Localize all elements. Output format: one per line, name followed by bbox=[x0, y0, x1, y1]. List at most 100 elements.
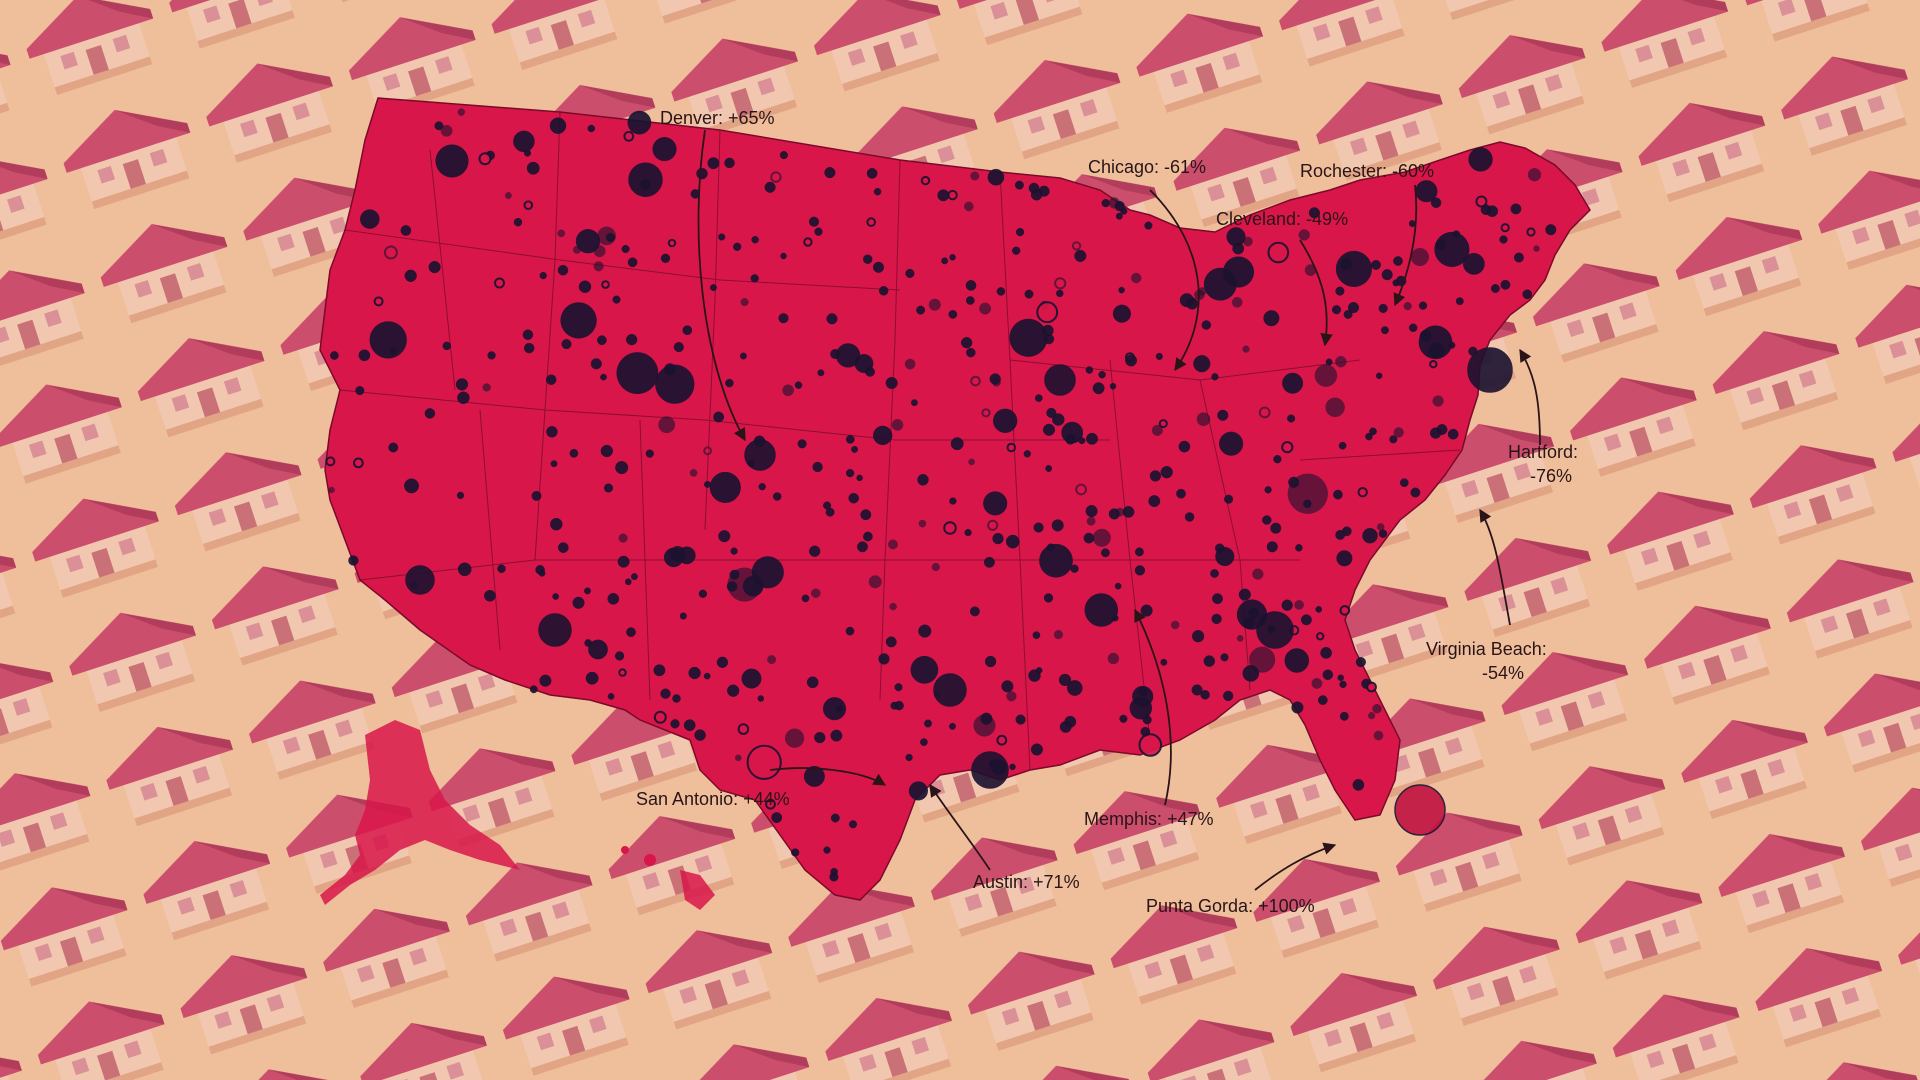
city-dot bbox=[845, 626, 855, 636]
city-dot bbox=[784, 728, 805, 748]
city-dot bbox=[1149, 470, 1162, 482]
city-dot bbox=[1176, 488, 1186, 499]
city-dot bbox=[970, 375, 981, 387]
city-dot bbox=[513, 130, 535, 153]
city-dot bbox=[1298, 229, 1310, 241]
city-dot bbox=[1129, 696, 1153, 720]
city-dot bbox=[848, 820, 858, 829]
city-dot bbox=[1393, 427, 1404, 438]
city-dot bbox=[328, 486, 335, 494]
city-dot bbox=[1522, 289, 1533, 300]
city-dot bbox=[1220, 653, 1229, 662]
city-dot bbox=[910, 655, 939, 684]
city-dot bbox=[1394, 784, 1446, 836]
city-dot bbox=[1399, 478, 1409, 488]
city-dot bbox=[949, 254, 956, 261]
city-dot bbox=[1389, 435, 1398, 444]
city-dot bbox=[856, 474, 863, 482]
city-dot bbox=[601, 280, 610, 289]
city-dot bbox=[862, 254, 873, 264]
city-dot bbox=[928, 298, 941, 311]
city-dot bbox=[741, 668, 762, 689]
label-rochester: Rochester: -60% bbox=[1300, 161, 1434, 181]
city-dot bbox=[1066, 680, 1083, 696]
city-dot bbox=[908, 781, 928, 801]
city-dot bbox=[918, 519, 927, 528]
city-dot bbox=[866, 168, 878, 179]
city-dot bbox=[457, 391, 470, 405]
city-dot bbox=[575, 229, 601, 254]
city-dot bbox=[526, 161, 540, 175]
city-dot bbox=[724, 157, 735, 169]
city-dot bbox=[1200, 690, 1210, 700]
city-dot bbox=[1028, 182, 1040, 194]
city-dot bbox=[1295, 544, 1303, 552]
city-dot bbox=[400, 225, 412, 236]
city-dot bbox=[550, 517, 563, 531]
city-dot bbox=[1343, 309, 1353, 319]
city-dot bbox=[1125, 354, 1138, 367]
city-dot bbox=[487, 351, 496, 360]
arrow-rochester bbox=[1393, 184, 1418, 307]
city-dot bbox=[1533, 245, 1540, 252]
city-dot bbox=[484, 589, 496, 602]
city-dot bbox=[1314, 364, 1338, 387]
city-dot bbox=[670, 719, 680, 729]
city-dot bbox=[404, 269, 417, 282]
city-dot bbox=[1500, 223, 1510, 233]
city-dot bbox=[863, 531, 873, 542]
city-dot bbox=[808, 216, 820, 227]
city-dot bbox=[890, 701, 899, 710]
city-dot bbox=[822, 697, 847, 721]
city-dot bbox=[905, 268, 915, 278]
city-dot bbox=[1217, 409, 1229, 421]
city-dot bbox=[750, 274, 759, 283]
arrow-hartford bbox=[1519, 348, 1541, 446]
city-dot bbox=[771, 812, 783, 824]
city-dot bbox=[1098, 370, 1106, 379]
city-dot bbox=[744, 439, 776, 471]
city-dot bbox=[1375, 372, 1383, 380]
city-dot bbox=[1219, 431, 1244, 456]
city-dot bbox=[1114, 582, 1122, 590]
city-dot bbox=[780, 252, 787, 260]
city-dot bbox=[1032, 631, 1041, 640]
arrow-chicago bbox=[1149, 189, 1200, 372]
city-dot bbox=[1320, 647, 1332, 659]
city-dot bbox=[434, 121, 444, 131]
city-dot bbox=[1355, 657, 1366, 668]
city-dot bbox=[987, 519, 999, 531]
city-dot bbox=[809, 545, 821, 557]
city-dot bbox=[1303, 499, 1312, 509]
city-dot bbox=[1074, 249, 1087, 262]
city-dot bbox=[455, 378, 469, 391]
city-dot bbox=[679, 612, 687, 620]
city-dot bbox=[1308, 207, 1320, 219]
city-dot bbox=[1357, 487, 1368, 498]
city-dot bbox=[1053, 629, 1064, 640]
city-dot bbox=[1372, 703, 1382, 714]
city-dot bbox=[1009, 763, 1016, 771]
city-dot bbox=[885, 636, 897, 648]
city-dot bbox=[348, 555, 359, 566]
city-dot bbox=[1333, 489, 1343, 500]
city-dot bbox=[1211, 613, 1222, 625]
city-dot bbox=[1264, 486, 1272, 494]
city-dot bbox=[878, 286, 889, 296]
city-dot bbox=[1201, 320, 1212, 330]
city-dot bbox=[1160, 658, 1168, 666]
city-dot bbox=[1335, 529, 1346, 540]
city-dot bbox=[1284, 648, 1310, 673]
city-dot bbox=[963, 201, 974, 212]
city-dot bbox=[383, 245, 398, 260]
city-dot bbox=[1335, 250, 1372, 287]
city-dot bbox=[1267, 241, 1290, 264]
city-dot bbox=[1467, 347, 1513, 393]
city-dot bbox=[1134, 565, 1146, 576]
city-dot bbox=[737, 723, 750, 735]
city-dot bbox=[891, 419, 904, 431]
city-dot bbox=[1434, 231, 1470, 267]
city-dot bbox=[557, 229, 566, 238]
city-dot bbox=[996, 734, 1008, 746]
